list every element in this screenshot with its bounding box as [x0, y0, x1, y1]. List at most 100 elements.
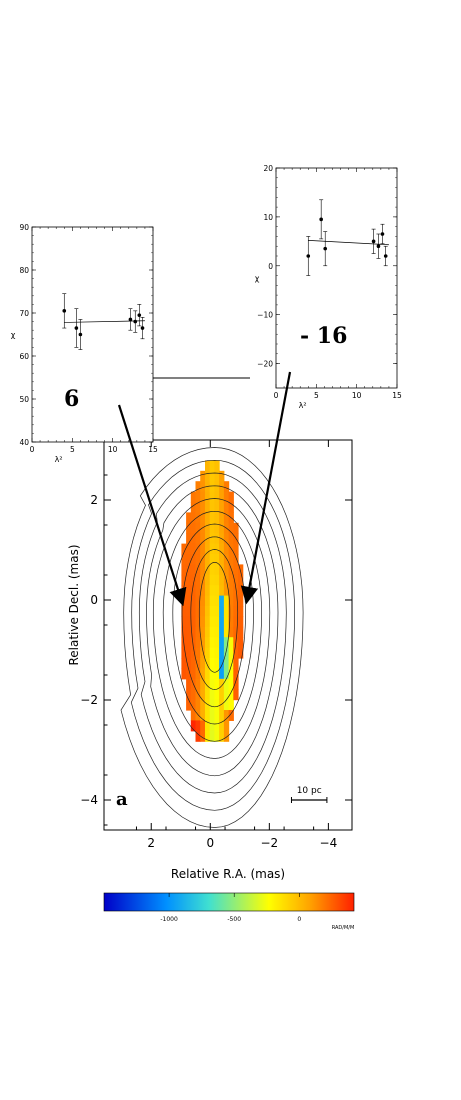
inset-y-tick-label: 50 [19, 395, 29, 404]
rm-cell [214, 606, 220, 617]
rm-cell [205, 730, 211, 742]
rm-cell [214, 533, 220, 545]
rm-cell [205, 554, 211, 565]
rm-cell [228, 585, 234, 597]
rm-cell [233, 522, 239, 534]
rm-cell [219, 647, 225, 659]
rm-cell [195, 689, 201, 701]
rm-cell [186, 637, 192, 649]
rm-cell [205, 595, 211, 607]
rm-cell [214, 502, 220, 513]
rm-cell [190, 491, 197, 503]
rm-cell [200, 616, 206, 628]
inset-data-point [306, 254, 311, 258]
rm-cell [190, 502, 197, 513]
x-tick-label: −4 [320, 836, 338, 850]
rm-cell [186, 543, 192, 555]
rm-cell [214, 689, 220, 701]
rm-cell [200, 543, 206, 555]
inset-x-tick-label: 0 [30, 445, 35, 454]
rm-cell [190, 637, 197, 649]
rm-cell [219, 502, 225, 513]
inset-y-tick-label: 70 [19, 309, 29, 318]
arrow-left [117, 404, 187, 607]
inset-y-tick-label: 10 [263, 213, 273, 222]
rm-cell [200, 730, 206, 742]
y-tick-label: 0 [90, 593, 98, 607]
rm-cell [223, 585, 230, 597]
rm-cell [209, 730, 215, 742]
rm-cell [181, 647, 187, 659]
rm-cell [209, 606, 215, 617]
rm-cell [209, 502, 215, 513]
rm-cell [186, 554, 192, 565]
rm-cell [233, 658, 239, 669]
scale-bar-label: 10 pc [297, 786, 322, 796]
rm-cell [195, 502, 201, 513]
rm-cell [200, 470, 206, 482]
contour-line [162, 510, 262, 742]
rm-cell [195, 522, 201, 534]
rm-cell [205, 585, 211, 597]
rm-cell [186, 658, 192, 669]
right-inset-plot: 0 5 10 15 20 10 0 −10 −20 λ² χ [255, 164, 402, 410]
rm-cell [223, 606, 230, 617]
rm-cell [190, 543, 197, 555]
rm-cell [200, 564, 206, 576]
contour-line [138, 472, 287, 794]
rm-cell [214, 543, 220, 555]
contour-line [120, 447, 304, 828]
x-tick-label: 0 [206, 836, 214, 850]
rm-cell [238, 595, 244, 607]
rm-cell [205, 689, 211, 701]
rm-cell [219, 626, 225, 638]
rm-cell [219, 616, 225, 628]
rm-cell [200, 668, 206, 680]
rm-cell [223, 626, 230, 638]
rm-cell [209, 585, 215, 597]
rm-cell [195, 647, 201, 659]
rm-cell [200, 626, 206, 638]
rm-cell [195, 533, 201, 545]
rm-cell [223, 595, 230, 607]
rm-cell [190, 699, 197, 711]
inset-data-point [380, 232, 385, 236]
inset-data-point [74, 326, 79, 330]
rm-cell [190, 595, 197, 607]
inset-y-tick-label: −10 [257, 311, 273, 320]
rm-cell [219, 637, 225, 649]
rm-cell [200, 533, 206, 545]
rm-cell [190, 658, 197, 669]
rm-cell [223, 647, 230, 659]
rm-cell [209, 710, 215, 721]
rm-cell [195, 543, 201, 555]
rm-cell [214, 730, 220, 742]
rm-cell [205, 512, 211, 524]
rm-cell [223, 616, 230, 628]
rm-cell [219, 543, 225, 555]
rm-cell [214, 512, 220, 524]
rm-cell [205, 460, 211, 472]
rm-cell [190, 720, 197, 732]
rm-cell [233, 574, 239, 586]
contour-line [130, 459, 295, 811]
rm-cell [195, 678, 201, 690]
rm-cell [233, 647, 239, 659]
rm-cell [209, 720, 215, 732]
rm-cell [195, 699, 201, 711]
rm-cell [214, 720, 220, 732]
rm-cell [219, 720, 225, 732]
rm-cell [190, 647, 197, 659]
main-panel: 2 0 −2 −4 2 0 −2 −4 10 pc Relative R.A. (mas) R… [67, 439, 353, 881]
rm-cell [214, 470, 220, 482]
rm-cell [181, 626, 187, 638]
rm-cell [238, 606, 244, 617]
rm-cell [190, 626, 197, 638]
main-y-axis-title: Relative Decl. (mas) [67, 544, 81, 665]
rm-cell [233, 678, 239, 690]
rm-cell [195, 637, 201, 649]
rm-cell [205, 616, 211, 628]
rm-cell [195, 481, 201, 493]
rm-cell [195, 658, 201, 669]
rm-cell [209, 564, 215, 576]
